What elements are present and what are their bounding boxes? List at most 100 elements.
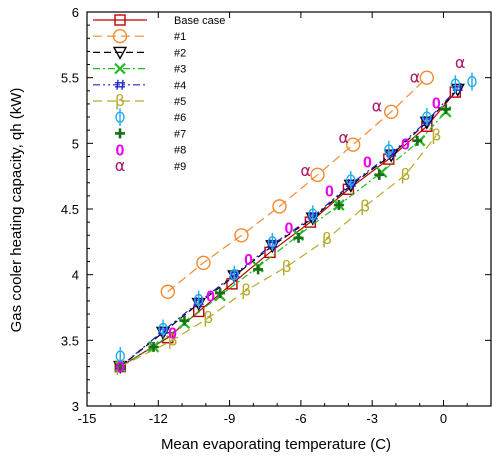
legend-label: #6 [174, 112, 186, 124]
series--7 [115, 104, 451, 372]
data-point [229, 265, 240, 284]
x-tick-label: 0 [440, 411, 447, 426]
data-point [115, 128, 125, 139]
data-point [383, 104, 399, 120]
data-point [422, 108, 432, 127]
x-tick-label: -15 [78, 411, 97, 426]
data-point: β [203, 308, 213, 327]
x-tick-label: -6 [295, 411, 307, 426]
data-point [333, 200, 344, 211]
data-point [419, 70, 435, 85]
data-point [158, 319, 168, 338]
data-point [234, 228, 249, 243]
data-point: α [300, 161, 311, 180]
data-point: 0 [401, 136, 410, 153]
data-point [112, 46, 128, 60]
legend-label: Base case [174, 15, 225, 27]
series-line [167, 77, 428, 293]
series--9: α α α α α [300, 53, 465, 180]
data-point: β [322, 229, 332, 248]
legend-label: #5 [174, 96, 186, 108]
legend-item: #7 [115, 128, 186, 140]
data-point: 0 [206, 289, 215, 306]
series--6 [115, 72, 477, 366]
data-point: 0 [244, 252, 253, 269]
legend-item: #1 [93, 29, 186, 44]
y-tick-label: 6 [72, 5, 79, 20]
data-point [307, 211, 318, 222]
data-point [179, 315, 190, 326]
y-tick-label: 5.5 [61, 71, 79, 86]
data-point [345, 137, 361, 152]
data-point [215, 288, 226, 299]
data-point [310, 167, 325, 183]
data-point [412, 135, 423, 146]
series-line [119, 89, 459, 368]
data-point [193, 297, 204, 308]
legend-label: #2 [174, 47, 186, 59]
data-point [267, 232, 278, 251]
y-tick-label: 3 [72, 399, 79, 414]
y-axis-title: Gas cooler heating capacity, qh (kW) [8, 88, 25, 333]
data-point [115, 361, 126, 372]
data-point: β [400, 165, 410, 184]
series--8: 0 0 0 0 0 0 0 0 0 [116, 96, 441, 377]
y-tick-label: 4 [72, 268, 79, 283]
legend-label: #4 [174, 80, 186, 92]
data-point [293, 232, 304, 243]
legend: Base case #1 #2 #3 #4 β #5 #6 #7 0 #8 α #9 [93, 14, 225, 175]
y-tick-label: 3.5 [61, 333, 79, 348]
legend-label: #3 [174, 64, 186, 76]
data-point [253, 264, 264, 275]
data-point: β [360, 196, 370, 215]
data-point: β [431, 125, 441, 144]
series-line [119, 111, 447, 368]
data-point [384, 140, 394, 159]
legend-label: #1 [174, 31, 186, 43]
series-line [120, 135, 437, 368]
legend-item: #6 [115, 108, 186, 127]
data-point: 0 [432, 96, 441, 113]
series--1 [160, 70, 435, 299]
data-point: 0 [168, 325, 177, 342]
legend-item: β #5 [93, 91, 186, 110]
data-point: α [115, 156, 126, 175]
data-point [440, 104, 451, 115]
data-point [114, 62, 126, 75]
data-point: β [167, 330, 177, 349]
data-point [196, 255, 211, 271]
data-point: β [241, 280, 251, 299]
data-point [450, 75, 461, 94]
data-point [272, 199, 287, 214]
legend-label: #7 [174, 128, 186, 140]
legend-label: #8 [174, 145, 186, 157]
data-point: 0 [116, 143, 125, 160]
data-point [115, 79, 125, 90]
data-point: α [455, 53, 466, 72]
plot-frame [86, 11, 492, 407]
data-point [346, 171, 356, 190]
legend-item: #2 [93, 46, 186, 60]
legend-item: #4 [93, 79, 186, 92]
y-tick-label: 4.5 [61, 202, 79, 217]
data-point: β [282, 257, 292, 276]
data-point [158, 326, 169, 337]
legend-item: 0 #8 [116, 143, 187, 160]
x-tick-label: -9 [224, 411, 236, 426]
x-tick-label: -12 [149, 411, 168, 426]
data-point [115, 108, 125, 127]
data-point: 0 [325, 184, 334, 201]
data-point: α [338, 128, 349, 147]
data-point: α [372, 97, 383, 116]
data-point [114, 14, 126, 26]
data-point [229, 269, 240, 280]
data-point [160, 284, 176, 299]
legend-item: Base case [93, 14, 225, 27]
data-point [308, 205, 318, 224]
legend-item: α #9 [115, 156, 187, 175]
data-point [112, 29, 128, 44]
data-point: 0 [363, 155, 372, 172]
